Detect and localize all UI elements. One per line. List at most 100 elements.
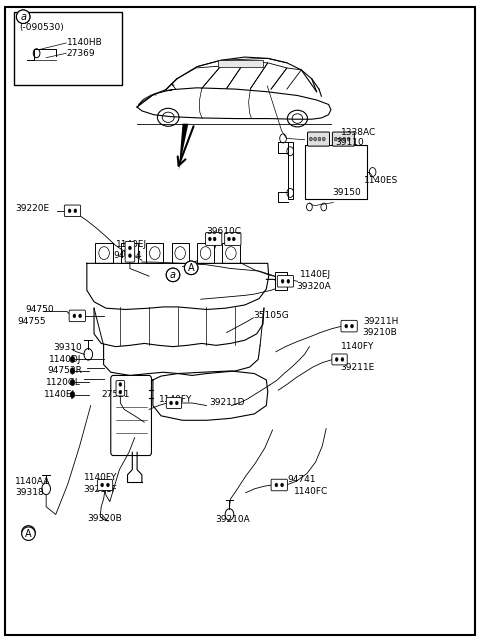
Circle shape [347,137,350,141]
Text: 94741: 94741 [287,475,315,484]
Text: 27521: 27521 [101,390,130,399]
Text: 39150: 39150 [332,188,360,197]
Bar [121,243,138,263]
Bar [222,243,240,263]
Text: 1140EJ: 1140EJ [44,390,75,399]
Circle shape [74,209,77,213]
Circle shape [68,209,71,213]
Circle shape [281,279,284,283]
FancyBboxPatch shape [271,479,288,490]
Circle shape [232,237,235,241]
Circle shape [345,324,348,328]
Text: 1140FY: 1140FY [340,342,374,351]
Circle shape [343,137,346,141]
Circle shape [334,137,337,141]
FancyBboxPatch shape [116,381,125,396]
Circle shape [275,483,278,487]
Text: 39110: 39110 [336,139,364,148]
Circle shape [338,137,341,141]
Text: 39320B: 39320B [87,514,121,523]
Text: 27369: 27369 [67,49,96,58]
FancyBboxPatch shape [205,232,222,245]
Text: 1140FY: 1140FY [84,473,118,482]
Bar [305,145,367,199]
Text: 94764: 94764 [113,251,142,260]
Text: A: A [188,263,194,273]
FancyBboxPatch shape [308,132,329,146]
Circle shape [169,401,172,405]
Circle shape [107,483,109,487]
Text: 1140HB: 1140HB [67,38,103,47]
Bar [276,272,288,290]
FancyBboxPatch shape [111,376,152,456]
Circle shape [70,356,75,363]
Circle shape [119,383,122,386]
Text: A: A [188,263,194,273]
Text: a: a [170,270,176,280]
Text: A: A [25,527,32,537]
Text: 1140FY: 1140FY [158,395,192,404]
Text: A: A [25,528,32,539]
Polygon shape [179,124,188,171]
Bar [217,60,263,67]
Circle shape [281,483,284,487]
Text: 39210A: 39210A [215,515,250,524]
Circle shape [129,254,132,257]
Bar [96,243,113,263]
Text: 35105G: 35105G [253,311,289,320]
FancyBboxPatch shape [64,205,81,216]
Circle shape [70,392,75,398]
Circle shape [213,237,216,241]
Text: 1140EJ: 1140EJ [116,239,147,248]
FancyBboxPatch shape [166,397,181,408]
Bar [146,243,163,263]
Text: a: a [170,270,176,280]
Text: 39211E: 39211E [340,363,375,372]
Circle shape [341,358,344,361]
Text: 94755: 94755 [17,317,46,325]
Text: 1338AC: 1338AC [340,128,376,137]
Text: 39310: 39310 [53,343,82,352]
FancyBboxPatch shape [277,275,294,287]
Circle shape [70,379,75,386]
Text: (-090530): (-090530) [19,23,64,32]
Circle shape [208,237,211,241]
Text: 1140AA: 1140AA [15,476,50,485]
Bar [197,243,214,263]
Circle shape [335,358,338,361]
Circle shape [119,390,122,394]
Text: 39220E: 39220E [15,204,49,213]
FancyBboxPatch shape [341,320,357,332]
Bar [14,12,122,85]
FancyBboxPatch shape [332,132,354,146]
Circle shape [73,314,76,318]
Text: 1140EJ: 1140EJ [300,270,331,279]
Circle shape [70,368,75,374]
Circle shape [79,314,82,318]
Text: 1140ES: 1140ES [363,175,398,184]
Text: 39318: 39318 [15,488,44,497]
Text: 39610C: 39610C [206,227,241,236]
Text: 39211H: 39211H [363,317,399,325]
FancyBboxPatch shape [69,310,85,322]
Text: 1120GL: 1120GL [46,378,81,387]
Circle shape [101,483,104,487]
Text: 94750: 94750 [25,305,54,314]
Text: 39210B: 39210B [362,328,397,337]
Circle shape [228,237,230,241]
Text: 39320A: 39320A [297,282,331,291]
FancyBboxPatch shape [125,241,135,262]
Circle shape [318,137,321,141]
FancyBboxPatch shape [332,354,347,365]
Circle shape [310,137,312,141]
Text: 39211D: 39211D [209,399,244,408]
Bar [171,243,189,263]
Text: 94753R: 94753R [48,367,83,376]
FancyBboxPatch shape [97,480,113,490]
Circle shape [323,137,325,141]
Text: a: a [20,12,26,22]
Circle shape [314,137,317,141]
FancyBboxPatch shape [225,232,241,245]
Text: 1140DJ: 1140DJ [48,355,81,364]
Circle shape [350,324,353,328]
